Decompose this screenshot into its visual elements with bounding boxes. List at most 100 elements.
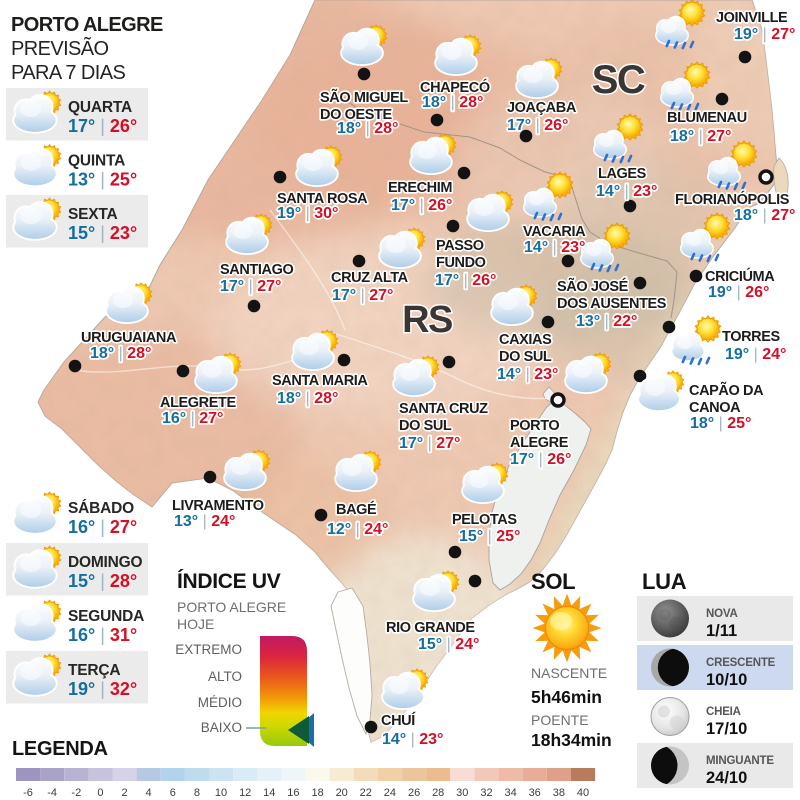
svg-text:PORTO: PORTO — [510, 418, 559, 434]
svg-text:DOS AUSENTES: DOS AUSENTES — [557, 296, 667, 312]
svg-text:HOJE: HOJE — [177, 616, 214, 632]
svg-text:26: 26 — [408, 787, 420, 799]
svg-text:NOVA: NOVA — [706, 608, 738, 620]
svg-text:SÃO JOSÉ: SÃO JOSÉ — [557, 277, 629, 295]
svg-text:CRESCENTE: CRESCENTE — [706, 657, 776, 669]
svg-text:MÉDIO: MÉDIO — [198, 695, 242, 710]
svg-text:18° | 27°: 18° | 27° — [734, 207, 795, 224]
svg-text:QUINTA: QUINTA — [68, 153, 125, 170]
svg-text:10/10: 10/10 — [706, 671, 747, 689]
svg-text:18° | 28°: 18° | 28° — [277, 390, 338, 407]
svg-text:CRUZ ALTA: CRUZ ALTA — [331, 270, 409, 286]
svg-text:ÍNDICE UV: ÍNDICE UV — [177, 570, 281, 593]
svg-text:SC: SC — [592, 58, 645, 102]
svg-text:18: 18 — [311, 787, 323, 799]
svg-text:15° | 28°: 15° | 28° — [68, 571, 137, 591]
svg-text:CHEIA: CHEIA — [706, 706, 741, 718]
svg-text:CHAPECÓ: CHAPECÓ — [420, 78, 490, 96]
svg-text:18° | 28°: 18° | 28° — [337, 120, 398, 137]
svg-text:12: 12 — [239, 787, 251, 799]
svg-text:15° | 24°: 15° | 24° — [418, 636, 479, 653]
svg-text:36: 36 — [529, 787, 541, 799]
svg-text:CAPÃO DA: CAPÃO DA — [689, 381, 764, 399]
svg-text:-6: -6 — [23, 787, 33, 799]
svg-text:17° | 26°: 17° | 26° — [391, 197, 452, 214]
svg-text:17° | 26°: 17° | 26° — [510, 451, 571, 468]
svg-text:QUARTA: QUARTA — [68, 99, 132, 116]
svg-text:17/10: 17/10 — [706, 720, 747, 738]
svg-text:PORTO ALEGRE: PORTO ALEGRE — [177, 599, 286, 615]
svg-text:8: 8 — [194, 787, 200, 799]
svg-text:FLORIANÓPOLIS: FLORIANÓPOLIS — [675, 190, 790, 208]
svg-text:RS: RS — [402, 299, 452, 341]
svg-text:ALEGRE: ALEGRE — [510, 435, 569, 451]
svg-text:PREVISÃO: PREVISÃO — [11, 36, 108, 60]
svg-text:FUNDO: FUNDO — [436, 255, 486, 271]
svg-text:17° | 27°: 17° | 27° — [399, 435, 460, 452]
svg-text:ALTO: ALTO — [208, 669, 242, 684]
svg-text:16° | 31°: 16° | 31° — [68, 625, 137, 645]
svg-text:CHUÍ: CHUÍ — [381, 712, 416, 729]
svg-text:DOMINGO: DOMINGO — [68, 554, 143, 571]
svg-text:-2: -2 — [71, 787, 81, 799]
svg-text:LEGENDA: LEGENDA — [12, 738, 108, 760]
svg-text:22: 22 — [360, 787, 372, 799]
svg-text:24/10: 24/10 — [706, 769, 747, 787]
svg-text:13° | 25°: 13° | 25° — [68, 170, 137, 190]
svg-text:EXTREMO: EXTREMO — [175, 642, 242, 657]
svg-text:LUA: LUA — [642, 569, 687, 594]
svg-text:17° | 27°: 17° | 27° — [332, 287, 393, 304]
svg-text:SEGUNDA: SEGUNDA — [68, 608, 144, 625]
svg-text:14: 14 — [263, 787, 275, 799]
svg-text:ERECHIM: ERECHIM — [388, 180, 452, 196]
svg-text:LAGES: LAGES — [598, 166, 647, 182]
svg-text:19° | 24°: 19° | 24° — [725, 346, 786, 363]
svg-text:16° | 27°: 16° | 27° — [162, 410, 223, 427]
svg-text:2: 2 — [121, 787, 127, 799]
svg-text:14° | 23°: 14° | 23° — [382, 731, 443, 748]
svg-text:POENTE: POENTE — [531, 712, 589, 728]
svg-text:1/11: 1/11 — [706, 622, 737, 640]
svg-text:19° | 26°: 19° | 26° — [708, 284, 769, 301]
svg-text:SEXTA: SEXTA — [68, 206, 118, 223]
svg-text:18° | 28°: 18° | 28° — [422, 94, 483, 111]
svg-text:20: 20 — [336, 787, 348, 799]
svg-text:17° | 26°: 17° | 26° — [68, 116, 137, 136]
svg-text:JOINVILLE: JOINVILLE — [716, 10, 788, 26]
svg-text:0: 0 — [97, 787, 103, 799]
svg-text:TORRES: TORRES — [722, 329, 780, 345]
svg-text:18° | 27°: 18° | 27° — [670, 128, 731, 145]
svg-text:19° | 30°: 19° | 30° — [277, 205, 338, 222]
svg-text:CANOA: CANOA — [689, 400, 741, 416]
svg-text:LIVRAMENTO: LIVRAMENTO — [172, 498, 264, 514]
svg-text:-4: -4 — [47, 787, 57, 799]
svg-text:17° | 26°: 17° | 26° — [507, 117, 568, 134]
svg-text:CRICIÚMA: CRICIÚMA — [705, 267, 775, 285]
svg-text:DO SUL: DO SUL — [399, 418, 452, 434]
svg-text:15° | 23°: 15° | 23° — [68, 223, 137, 243]
svg-text:19° | 27°: 19° | 27° — [734, 26, 795, 43]
svg-text:15° | 25°: 15° | 25° — [459, 528, 520, 545]
svg-text:BAGÉ: BAGÉ — [336, 501, 377, 518]
svg-text:18° | 28°: 18° | 28° — [90, 345, 151, 362]
svg-text:BAIXO: BAIXO — [201, 720, 242, 735]
svg-text:4: 4 — [146, 787, 152, 799]
svg-text:13° | 22°: 13° | 22° — [576, 313, 637, 330]
svg-text:40: 40 — [577, 787, 589, 799]
svg-text:19° | 32°: 19° | 32° — [68, 679, 137, 699]
svg-text:SANTIAGO: SANTIAGO — [220, 262, 293, 278]
svg-text:CAXIAS: CAXIAS — [499, 332, 552, 348]
svg-text:14° | 23°: 14° | 23° — [596, 183, 657, 200]
svg-text:DO SUL: DO SUL — [499, 349, 552, 365]
svg-text:SANTA CRUZ: SANTA CRUZ — [399, 401, 488, 417]
svg-text:TERÇA: TERÇA — [68, 662, 120, 679]
svg-text:SOL: SOL — [531, 569, 575, 594]
svg-text:6: 6 — [170, 787, 176, 799]
svg-text:38: 38 — [553, 787, 565, 799]
svg-text:14° | 23°: 14° | 23° — [524, 239, 585, 256]
svg-text:DO OESTE: DO OESTE — [320, 107, 392, 123]
svg-text:18h34min: 18h34min — [531, 730, 612, 750]
svg-text:16: 16 — [287, 787, 299, 799]
svg-text:34: 34 — [504, 787, 516, 799]
svg-text:NASCENTE: NASCENTE — [531, 665, 607, 681]
